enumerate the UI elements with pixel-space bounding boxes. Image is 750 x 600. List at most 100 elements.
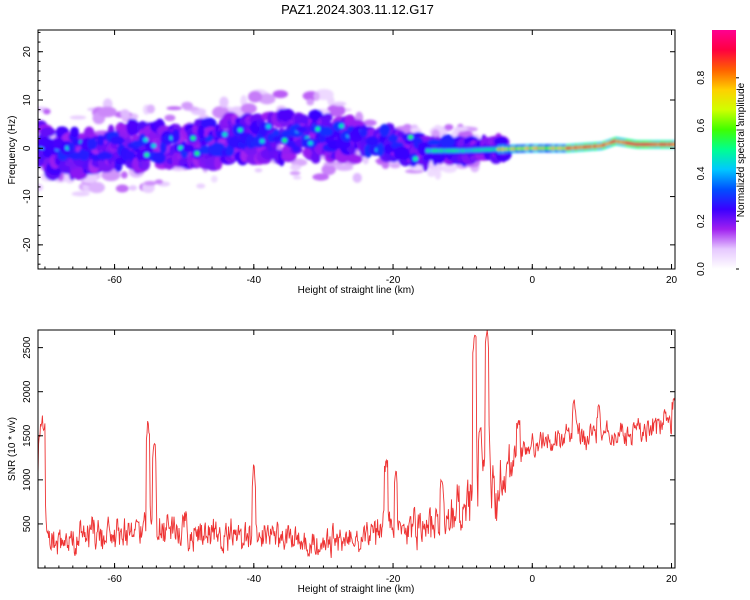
colorbar-ticks: 0.0 0.2 0.4 0.6 0.8 [696, 70, 739, 276]
spectrogram-cell [323, 113, 333, 123]
spectrogram-cell [222, 132, 228, 137]
spectrogram-cell [434, 168, 442, 180]
spectrogram-cell [441, 163, 458, 173]
spectrogram-cell [254, 168, 263, 173]
spectrogram-cell [376, 142, 385, 157]
spectrogram-cell [96, 151, 113, 160]
spectrogram-cell [440, 134, 455, 149]
spectrogram-cell [313, 91, 320, 101]
x-tick-label: 0 [530, 574, 536, 585]
spectrogram-cell [219, 96, 229, 108]
spectrogram-cell [319, 126, 334, 137]
y-tick-label: 0 [22, 145, 33, 151]
spectrogram-cell [96, 134, 105, 146]
colorbar: 0.0 0.2 0.4 0.6 0.8 Normalized spectral ampl… [696, 30, 747, 276]
y-tick-label: 1000 [22, 468, 33, 491]
spectrogram-cell [38, 183, 44, 192]
spectrogram-cell [408, 134, 414, 140]
y-tick-label: 2000 [22, 380, 33, 403]
spectrogram-cell [210, 175, 218, 183]
x-tick-label: 20 [666, 574, 678, 585]
x-tick-label: -40 [247, 574, 262, 585]
spectrogram-cell [247, 90, 263, 103]
spectrogram-cell [70, 126, 80, 137]
spectrogram-cell [198, 145, 212, 155]
spectrogram-cell [289, 171, 301, 176]
spectrogram-cell [444, 124, 454, 131]
spectrogram-cell [335, 164, 354, 171]
spectrogram-cell [306, 99, 315, 106]
x-tick-label: -20 [386, 574, 401, 585]
spectrogram-cell [412, 156, 418, 161]
spectrogram-cell [312, 173, 330, 181]
spectrogram-cell [164, 114, 176, 122]
spectrogram-cell [332, 101, 347, 107]
spectrogram-cell [125, 150, 135, 160]
spectrogram-cell [110, 136, 125, 145]
y-tick-label: 1500 [22, 424, 33, 447]
y-tick-label: -10 [22, 189, 33, 204]
y-tick-label: 10 [22, 94, 33, 106]
spectrogram-y-axis-title: Frequency (Hz) [7, 116, 18, 185]
snr-frame [37, 329, 676, 569]
snr-x-axis: -60 -40 -20 0 20 [44, 330, 678, 585]
spectrogram-cell [290, 158, 308, 167]
x-tick-label: -40 [247, 275, 262, 286]
snr-panel: -60 -40 -20 0 20 500 1000 1500 2000 2500 Height … [7, 329, 678, 595]
spectrogram-cell [197, 125, 205, 139]
spectrogram-cell [67, 142, 75, 151]
spectrogram-cell [265, 124, 271, 129]
spectrogram-cell [126, 118, 140, 137]
spectrogram-cell [365, 136, 379, 147]
spectrogram-cell [88, 181, 105, 194]
spectrogram-cells [38, 88, 675, 197]
spectrogram-panel: -60 -40 -20 0 20 -20 -10 0 10 20 Height of strai… [7, 29, 678, 296]
spectrogram-cell [359, 128, 368, 138]
colorbar-tick-label: 0.4 [696, 166, 707, 180]
spectrogram-cell [453, 126, 469, 132]
spectrogram-cell [138, 133, 147, 147]
colorbar-tick-label: 0.8 [696, 70, 707, 84]
colorbar-scale [712, 30, 736, 269]
spectrogram-cell [321, 163, 336, 176]
spectrogram-cell [154, 179, 164, 185]
spectrogram-cell [363, 119, 377, 127]
x-tick-label: 0 [530, 275, 536, 286]
spectrogram-cell [253, 134, 266, 148]
spectrogram-cell [326, 104, 346, 117]
spectrogram-cell [151, 143, 157, 148]
spectrogram-cell [71, 191, 90, 197]
spectrogram-cell [120, 109, 130, 118]
spectrogram-cell [352, 172, 362, 183]
spectrogram-cell [205, 135, 214, 143]
y-tick-label: 2500 [22, 336, 33, 359]
spectrogram-cell [152, 151, 166, 165]
spectrogram-cell [338, 123, 344, 129]
spectrogram-cell [146, 104, 155, 114]
spectrogram-cell [200, 117, 217, 130]
spectrogram-cell [379, 123, 391, 137]
spectrogram-cell [78, 147, 90, 161]
spectrogram-cell [196, 183, 206, 189]
spectrogram-cell [281, 152, 297, 160]
y-tick-label: 20 [22, 46, 33, 58]
spectrogram-cell [171, 129, 181, 144]
x-tick-label: -60 [107, 574, 122, 585]
colorbar-tick-label: 0.2 [696, 214, 707, 228]
spectrogram-cell [494, 136, 508, 147]
spectrogram-cell [315, 126, 321, 132]
spectrogram-cell [259, 138, 265, 144]
spectrogram-cell [182, 144, 195, 153]
spectrogram-cell [120, 171, 128, 179]
spectrogram-cell [308, 140, 313, 146]
snr-x-axis-title: Height of straight line (km) [298, 584, 415, 595]
y-tick-label: -20 [22, 237, 33, 252]
spectrogram-cell [672, 142, 675, 147]
spectrogram-cell [240, 95, 248, 107]
spectrogram-cell [292, 175, 302, 180]
spectrogram-cell [278, 108, 295, 122]
spectrogram-x-axis: -60 -40 -20 0 20 [44, 30, 678, 286]
x-tick-label: -20 [386, 275, 401, 286]
spectrogram-cell [128, 185, 137, 191]
